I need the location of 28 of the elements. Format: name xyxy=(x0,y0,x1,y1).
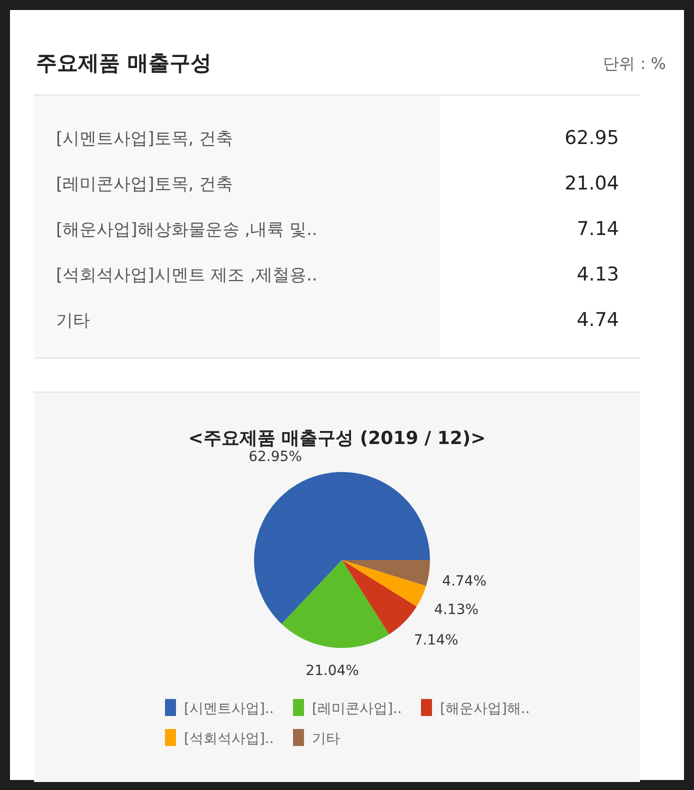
pie-slice xyxy=(282,560,390,648)
data-label: 7.14 xyxy=(576,218,619,240)
data-label: 62.95 xyxy=(564,127,619,149)
data-label: 4.13% xyxy=(434,602,479,618)
pie-slice xyxy=(342,560,417,634)
category-label: [해운사업]해상화물운송 ,내륙 및.. xyxy=(56,220,318,240)
legend-label: [석회석사업].. xyxy=(184,731,274,747)
data-label: 62.95% xyxy=(248,449,302,466)
legend-label: [레미콘사업].. xyxy=(312,701,402,717)
legend-label: 기타 xyxy=(312,731,340,747)
pie-slice xyxy=(342,560,430,586)
pie-slice xyxy=(254,472,430,624)
chart-title: <주요제품 매출구성 (2019 / 12)> xyxy=(188,428,486,449)
data-label: 4.74 xyxy=(576,309,619,331)
pie-slice xyxy=(342,560,426,607)
legend-label: [해운사업]해.. xyxy=(440,701,530,717)
category-label: [레미콘사업]토목, 건축 xyxy=(56,174,234,194)
data-label: 21.04 xyxy=(564,172,619,194)
data-label: 4.13 xyxy=(576,264,619,286)
text: 단위 : % xyxy=(603,54,666,73)
data-label: 4.74% xyxy=(442,574,487,590)
category-label: 기타 xyxy=(56,311,90,331)
category-label: [시멘트사업]토목, 건축 xyxy=(56,129,234,149)
text: 주요제품 매출구성 xyxy=(36,51,212,75)
data-label: 21.04% xyxy=(306,663,359,680)
category-label: [석회석사업]시멘트 제조 ,제철용.. xyxy=(56,266,318,286)
data-label: 7.14% xyxy=(414,632,458,648)
legend-label: [시멘트사업].. xyxy=(184,701,274,717)
